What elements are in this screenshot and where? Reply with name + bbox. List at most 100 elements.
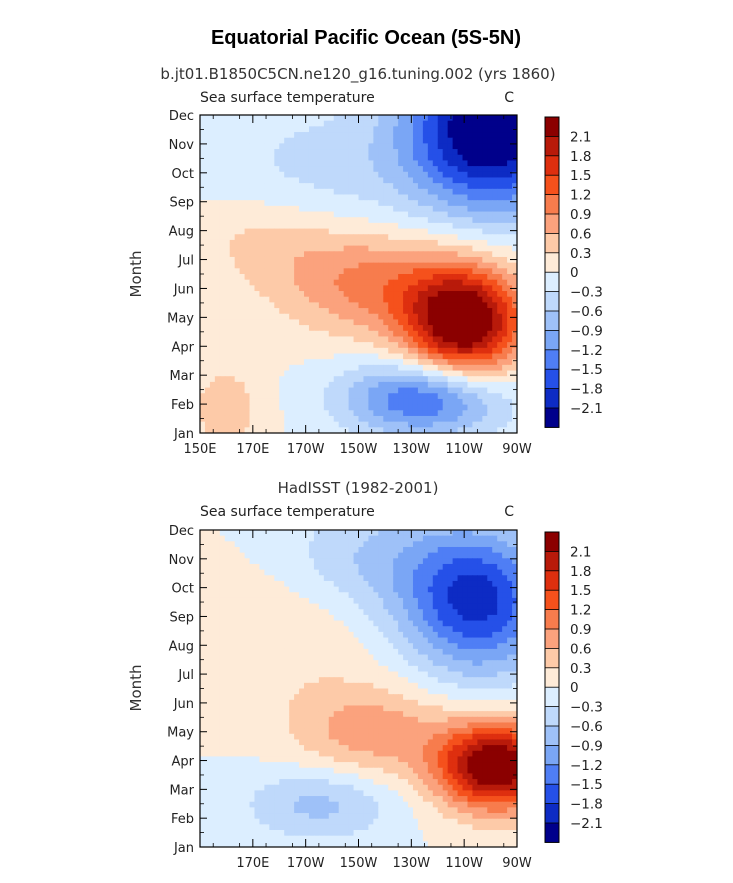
heatmap-cell xyxy=(209,398,216,406)
heatmap-cell xyxy=(467,563,474,571)
heatmap-cell xyxy=(343,183,350,190)
heatmap-cell xyxy=(467,586,474,593)
heatmap-cell xyxy=(472,239,478,247)
heatmap-cell xyxy=(462,154,469,162)
heatmap-cell xyxy=(209,205,216,213)
heatmap-cell xyxy=(264,580,270,588)
heatmap-cell xyxy=(269,404,275,411)
heatmap-cell xyxy=(403,393,409,400)
heatmap-cell xyxy=(204,166,211,173)
heatmap-cell xyxy=(442,274,449,281)
heatmap-cell xyxy=(462,268,469,275)
heatmap-cell xyxy=(259,586,265,593)
heatmap-cell xyxy=(447,359,454,366)
heatmap-cell xyxy=(502,319,508,326)
heatmap-cell xyxy=(333,558,340,565)
heatmap-cell xyxy=(398,285,404,292)
heatmap-cell xyxy=(338,614,345,622)
heatmap-cell xyxy=(333,410,340,417)
heatmap-cell xyxy=(412,132,419,139)
heatmap-cell xyxy=(373,569,379,576)
heatmap-cell xyxy=(472,586,478,593)
heatmap-cell xyxy=(229,398,236,406)
heatmap-cell xyxy=(358,631,365,639)
heatmap-cell xyxy=(398,359,404,366)
heatmap-cell xyxy=(427,410,434,417)
heatmap-cell xyxy=(507,603,513,610)
heatmap-cell xyxy=(318,137,325,144)
heatmap-cell xyxy=(323,285,330,292)
heatmap-cell xyxy=(358,603,365,610)
heatmap-cell xyxy=(259,330,265,338)
heatmap-cell xyxy=(304,376,310,383)
heatmap-cell xyxy=(353,149,360,156)
heatmap-cell xyxy=(254,410,261,417)
heatmap-cell xyxy=(284,552,290,559)
heatmap-cell xyxy=(308,291,315,298)
heatmap-cell xyxy=(239,421,246,428)
heatmap-cell xyxy=(417,404,424,411)
heatmap-cell xyxy=(249,222,256,230)
heatmap-cell xyxy=(388,580,394,588)
heatmap-cell xyxy=(343,535,350,542)
heatmap-cell xyxy=(200,342,206,349)
heatmap-cell xyxy=(343,364,350,372)
heatmap-cell xyxy=(403,245,409,252)
heatmap-cell xyxy=(502,228,508,235)
heatmap-cell xyxy=(333,200,340,207)
heatmap-cell xyxy=(279,614,285,622)
heatmap-cell xyxy=(219,126,226,133)
heatmap-cell xyxy=(403,137,409,144)
heatmap-cell xyxy=(422,308,429,315)
heatmap-cell xyxy=(512,251,517,258)
heatmap-cell xyxy=(472,132,478,139)
heatmap-cell xyxy=(239,228,246,235)
heatmap-cell xyxy=(308,614,315,622)
heatmap-cell xyxy=(234,637,241,644)
heatmap-cell xyxy=(507,569,513,576)
heatmap-cell xyxy=(274,319,280,326)
heatmap-cell xyxy=(383,592,389,599)
heatmap-cell xyxy=(378,530,384,537)
heatmap-cell xyxy=(472,546,478,554)
heatmap-cell xyxy=(224,552,231,559)
heatmap-cell xyxy=(378,256,384,264)
heatmap-cell xyxy=(472,143,478,150)
heatmap-cell xyxy=(279,586,285,593)
heatmap-cell xyxy=(378,569,384,576)
heatmap-cell xyxy=(417,330,424,338)
heatmap-cell xyxy=(472,569,478,576)
heatmap-cell xyxy=(313,222,320,230)
heatmap-cell xyxy=(363,592,369,599)
heatmap-cell xyxy=(269,143,275,150)
heatmap-cell xyxy=(482,177,488,184)
heatmap-cell xyxy=(239,160,246,167)
heatmap-cell xyxy=(373,552,379,559)
heatmap-cell xyxy=(457,364,464,372)
heatmap-cell xyxy=(462,421,469,428)
heatmap-cell xyxy=(333,222,340,230)
heatmap-cell xyxy=(437,415,444,423)
heatmap-cell xyxy=(393,575,399,582)
heatmap-cell xyxy=(318,415,325,423)
units-label: C xyxy=(504,90,514,106)
heatmap-cell xyxy=(378,188,384,196)
heatmap-cell xyxy=(497,228,503,235)
heatmap-cell xyxy=(264,234,270,241)
heatmap-cell xyxy=(343,279,350,286)
heatmap-cell xyxy=(393,183,399,190)
heatmap-cell xyxy=(313,387,320,394)
heatmap-cell xyxy=(338,222,345,230)
heatmap-cell xyxy=(224,614,231,622)
heatmap-cell xyxy=(512,200,517,207)
heatmap-cell xyxy=(408,592,414,599)
heatmap-cell xyxy=(289,313,295,321)
heatmap-cell xyxy=(442,364,449,372)
heatmap-cell xyxy=(462,200,469,207)
heatmap-cell xyxy=(378,575,384,582)
heatmap-cell xyxy=(279,154,285,162)
heatmap-cell xyxy=(363,626,369,633)
heatmap-cell xyxy=(343,143,350,150)
heatmap-cell xyxy=(452,268,459,275)
heatmap-cell xyxy=(284,620,290,627)
